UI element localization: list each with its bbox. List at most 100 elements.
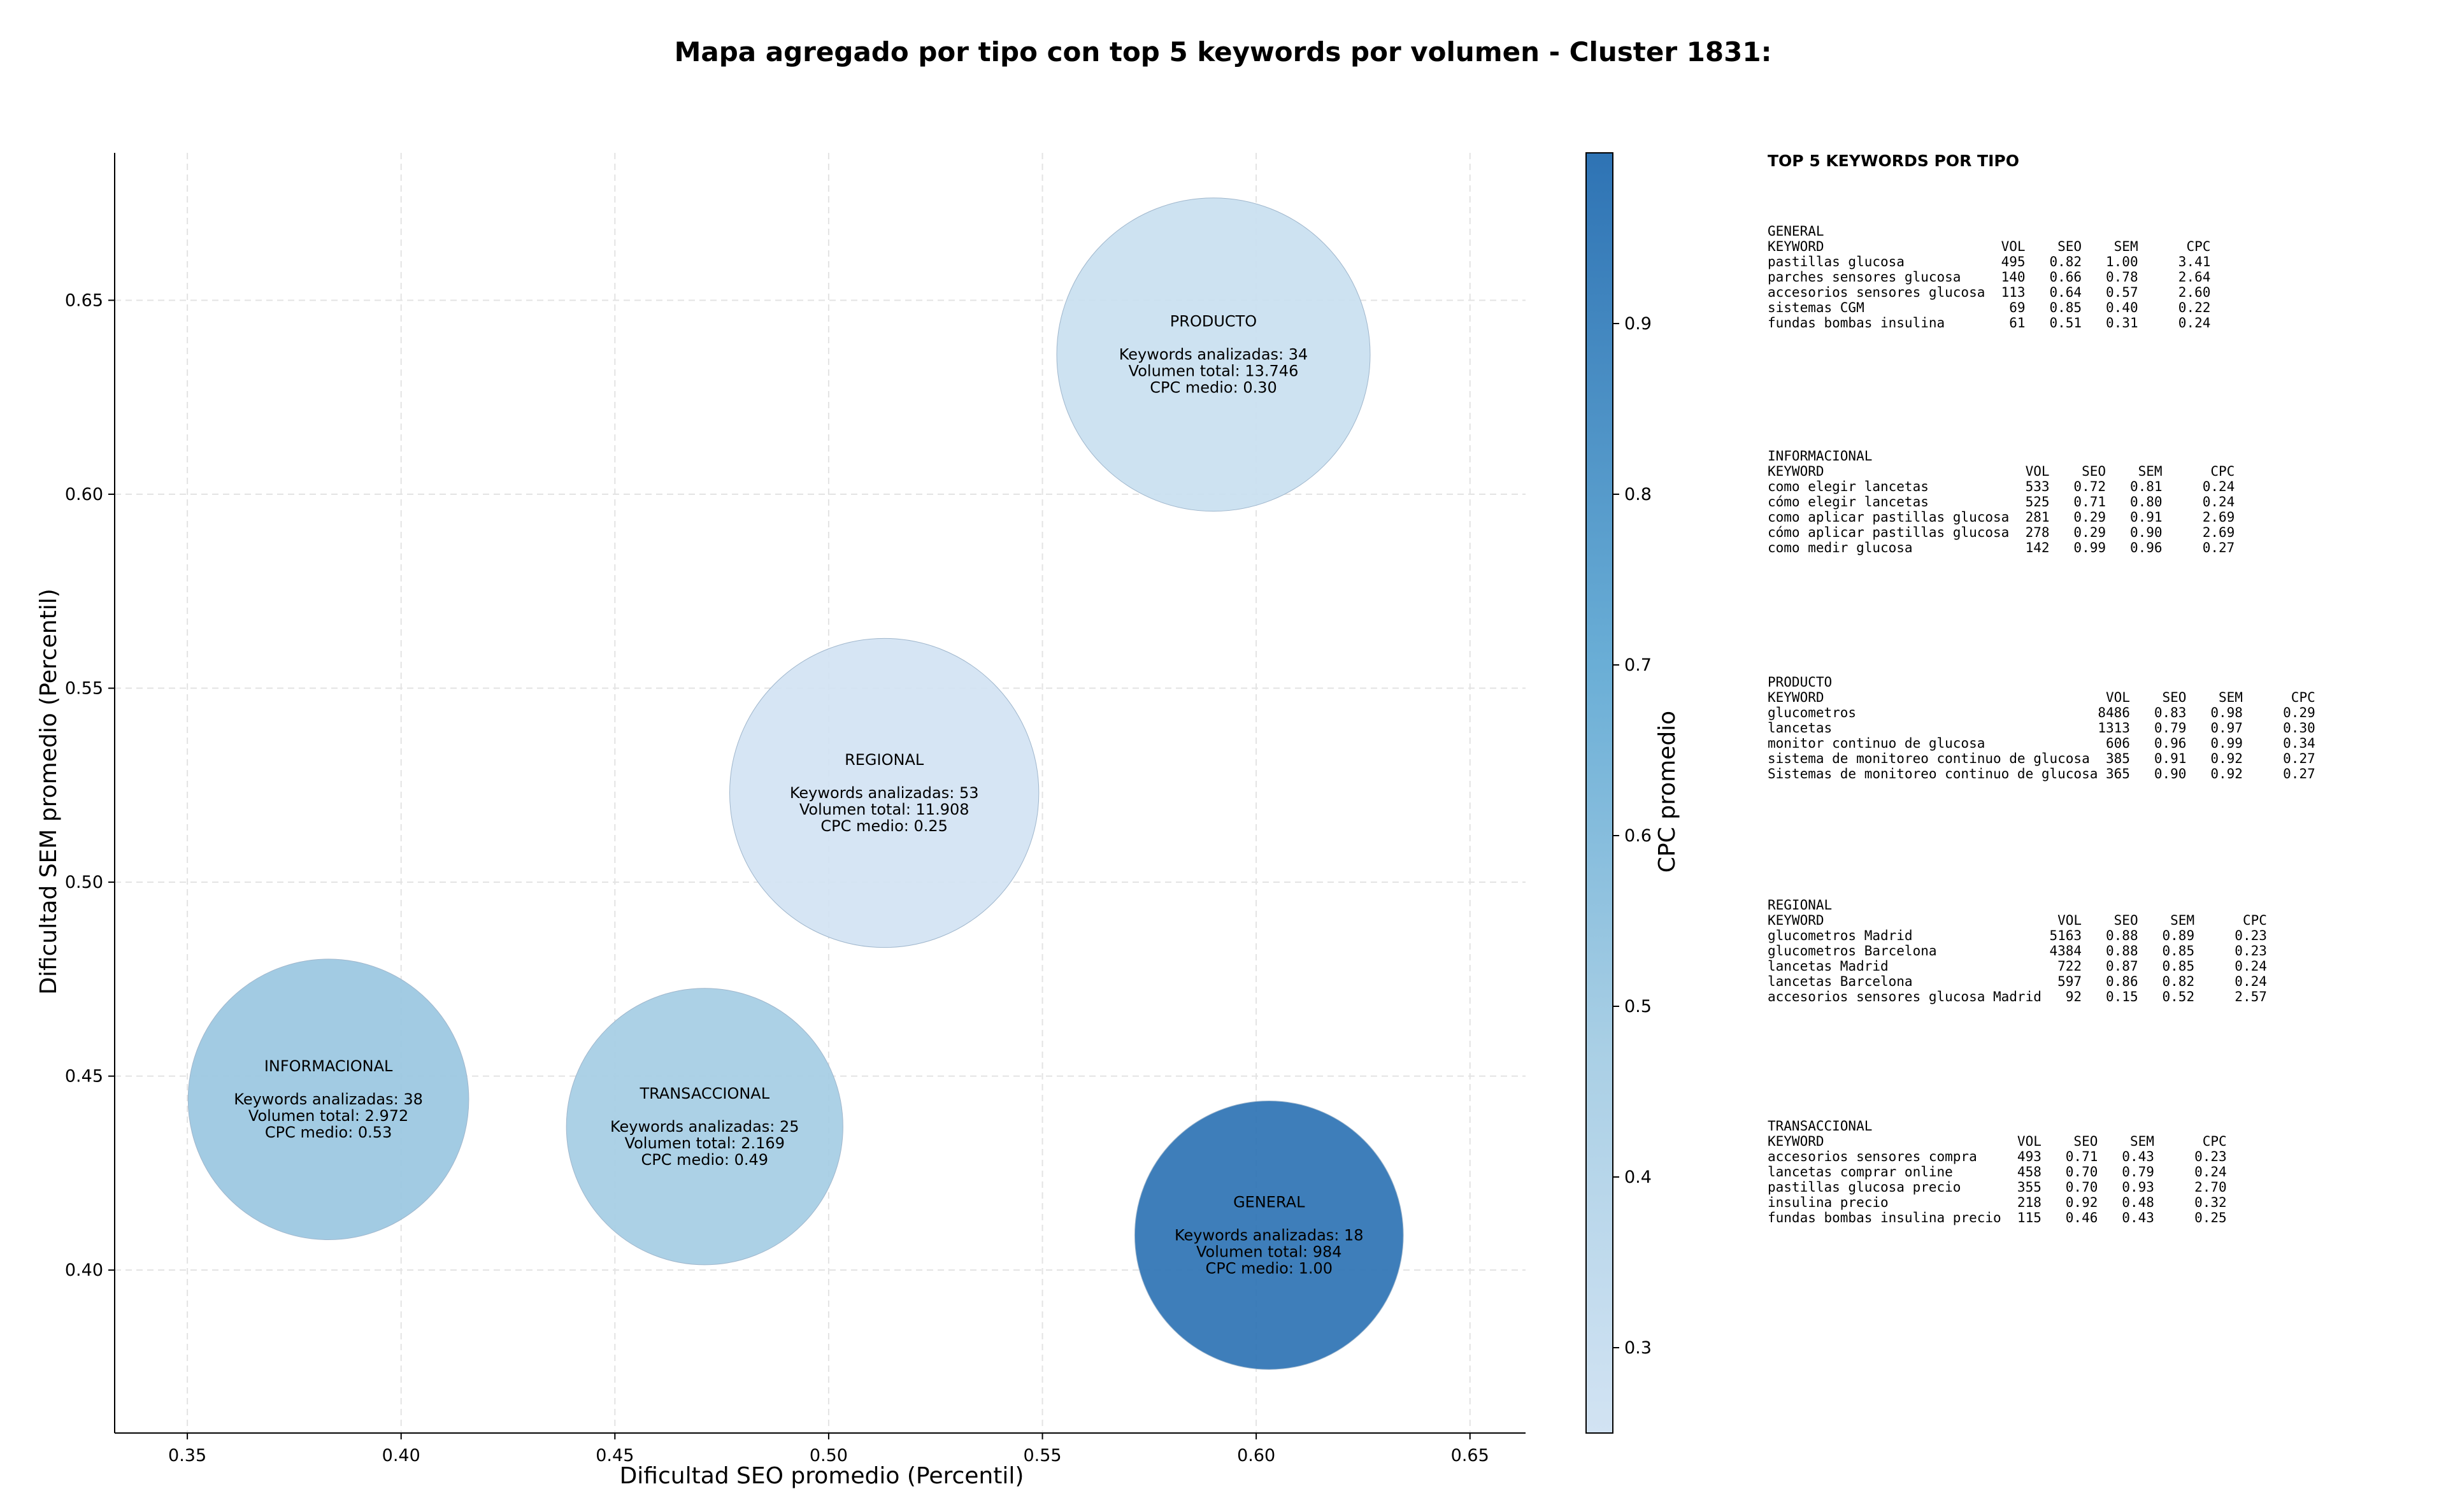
table-row: como elegir lancetas 533 0.72 0.81 0.24	[1768, 479, 2235, 494]
table-row: lancetas Barcelona 597 0.86 0.82 0.24	[1768, 974, 2267, 989]
y-tick-label: 0.45	[65, 1067, 103, 1087]
y-tick-label: 0.60	[65, 485, 103, 504]
bubble-label: INFORMACIONAL	[264, 1057, 393, 1075]
bubble-label: Keywords analizadas: 38	[234, 1090, 423, 1108]
table-row: sistema de monitoreo continuo de glucosa…	[1768, 751, 2315, 766]
bubble-label: Keywords analizadas: 34	[1119, 346, 1308, 364]
table-row: insulina precio 218 0.92 0.48 0.32	[1768, 1195, 2227, 1210]
y-tick-label: 0.65	[65, 290, 103, 310]
y-tick-label: 0.40	[65, 1260, 103, 1280]
bubble-label: TRANSACCIONAL	[639, 1085, 769, 1102]
table-row: glucometros 8486 0.83 0.98 0.29	[1768, 705, 2315, 720]
table-header-row: KEYWORD VOL SEO SEM CPC	[1768, 1134, 2227, 1149]
bubble-label: Volumen total: 2.972	[248, 1107, 408, 1125]
table-row: glucometros Madrid 5163 0.88 0.89 0.23	[1768, 928, 2267, 943]
x-axis-label: Dificultad SEO promedio (Percentil)	[620, 1463, 1024, 1489]
table-row: fundas bombas insulina precio 115 0.46 0…	[1768, 1210, 2227, 1225]
table-row: pastillas glucosa precio 355 0.70 0.93 2…	[1768, 1180, 2227, 1195]
bubble-circle	[1056, 197, 1371, 512]
bubble-label: CPC medio: 0.53	[265, 1123, 392, 1141]
colorbar-tick-label: 0.3	[1624, 1338, 1652, 1358]
y-axis-label: Dificultad SEM promedio (Percentil)	[36, 588, 62, 995]
x-tick-label: 0.65	[1451, 1446, 1489, 1466]
bubble-label: PRODUCTO	[1170, 313, 1257, 331]
bubble-label: CPC medio: 0.49	[641, 1151, 769, 1169]
bubble-label: REGIONAL	[845, 751, 924, 769]
bubble-circle	[729, 638, 1040, 948]
bubble-label: Volumen total: 13.746	[1129, 362, 1299, 380]
colorbar-tick-label: 0.4	[1624, 1167, 1652, 1187]
table-row: accesorios sensores glucosa Madrid 92 0.…	[1768, 989, 2267, 1004]
table-header-row: KEYWORD VOL SEO SEM CPC	[1768, 690, 2315, 705]
bubble-label: CPC medio: 0.30	[1150, 379, 1277, 397]
table-type-heading: PRODUCTO	[1768, 674, 1832, 690]
chart-title: Mapa agregado por tipo con top 5 keyword…	[675, 36, 1772, 68]
table-type-heading: REGIONAL	[1768, 897, 1832, 913]
table-row: fundas bombas insulina 61 0.51 0.31 0.24	[1768, 315, 2210, 331]
table-row: Sistemas de monitoreo continuo de glucos…	[1768, 766, 2315, 781]
table-header-row: KEYWORD VOL SEO SEM CPC	[1768, 913, 2267, 928]
y-tick-label: 0.50	[65, 873, 103, 892]
table-row: lancetas 1313 0.79 0.97 0.30	[1768, 720, 2315, 736]
colorbar-gradient	[1585, 152, 1613, 1434]
table-row: sistemas CGM 69 0.85 0.40 0.22	[1768, 300, 2210, 315]
bubble-circle	[1134, 1101, 1404, 1370]
table-row: pastillas glucosa 495 0.82 1.00 3.41	[1768, 254, 2210, 269]
colorbar-tick-label: 0.7	[1624, 655, 1652, 675]
bubble-label: Volumen total: 2.169	[625, 1134, 785, 1152]
table-row: lancetas Madrid 722 0.87 0.85 0.24	[1768, 959, 2267, 974]
x-tick-label: 0.60	[1237, 1446, 1275, 1466]
table-row: como aplicar pastillas glucosa 281 0.29 …	[1768, 510, 2235, 525]
table-header-row: KEYWORD VOL SEO SEM CPC	[1768, 464, 2235, 479]
bubble-label: CPC medio: 0.25	[820, 817, 948, 835]
table-row: accesorios sensores compra 493 0.71 0.43…	[1768, 1149, 2227, 1164]
bubble-label: Keywords analizadas: 25	[610, 1118, 799, 1136]
table-header-row: KEYWORD VOL SEO SEM CPC	[1768, 239, 2210, 254]
table-type-heading: GENERAL	[1768, 224, 1824, 239]
colorbar-tick-label: 0.5	[1624, 997, 1652, 1016]
table-row: monitor continuo de glucosa 606 0.96 0.9…	[1768, 736, 2315, 751]
table-type-heading: INFORMACIONAL	[1768, 448, 1872, 464]
bubble-label: Volumen total: 11.908	[799, 801, 969, 818]
axes: 0.35 0.40 0.45 0.50 0.55 0.60 0.65 0.40 0.45 0.50…	[65, 153, 1526, 1466]
x-tick-label: 0.35	[168, 1446, 206, 1466]
x-tick-label: 0.50	[810, 1446, 848, 1466]
bubble-label: Keywords analizadas: 53	[790, 784, 979, 802]
y-tick-label: 0.55	[65, 679, 103, 699]
colorbar-tick-label: 0.6	[1624, 826, 1652, 846]
colorbar: 0.3 0.4 0.5 0.6 0.7 0.8 0.9	[1585, 152, 1652, 1434]
colorbar-tick-label: 0.9	[1624, 314, 1652, 334]
table-row: cómo aplicar pastillas glucosa 278 0.29 …	[1768, 525, 2235, 540]
table-row: glucometros Barcelona 4384 0.88 0.85 0.2…	[1768, 943, 2267, 959]
bubble-circle	[187, 959, 469, 1241]
colorbar-label: CPC promedio	[1654, 711, 1680, 873]
colorbar-tick-label: 0.8	[1624, 485, 1652, 504]
bubble-label: CPC medio: 1.00	[1206, 1259, 1333, 1277]
table-row: como medir glucosa 142 0.99 0.96 0.27	[1768, 540, 2235, 555]
table-row: parches sensores glucosa 140 0.66 0.78 2…	[1768, 269, 2210, 285]
bubble-label: Volumen total: 984	[1196, 1243, 1342, 1260]
table-row: lancetas comprar online 458 0.70 0.79 0.…	[1768, 1164, 2227, 1180]
x-tick-label: 0.55	[1023, 1446, 1061, 1466]
table-type-heading: TRANSACCIONAL	[1768, 1118, 1872, 1134]
bubble-label: GENERAL	[1233, 1193, 1305, 1211]
bubble-label: Keywords analizadas: 18	[1175, 1226, 1364, 1244]
bubble-transaccional: TRANSACCIONAL Keywords analizadas: 25Volu…	[566, 988, 843, 1266]
bubble-circle	[566, 988, 843, 1266]
x-tick-label: 0.40	[382, 1446, 420, 1466]
x-tick-label: 0.45	[596, 1446, 634, 1466]
table-row: accesorios sensores glucosa 113 0.64 0.5…	[1768, 285, 2210, 300]
table-row: cómo elegir lancetas 525 0.71 0.80 0.24	[1768, 494, 2235, 510]
bubble-informacional: INFORMACIONAL Keywords analizadas: 38Volu…	[187, 959, 469, 1241]
